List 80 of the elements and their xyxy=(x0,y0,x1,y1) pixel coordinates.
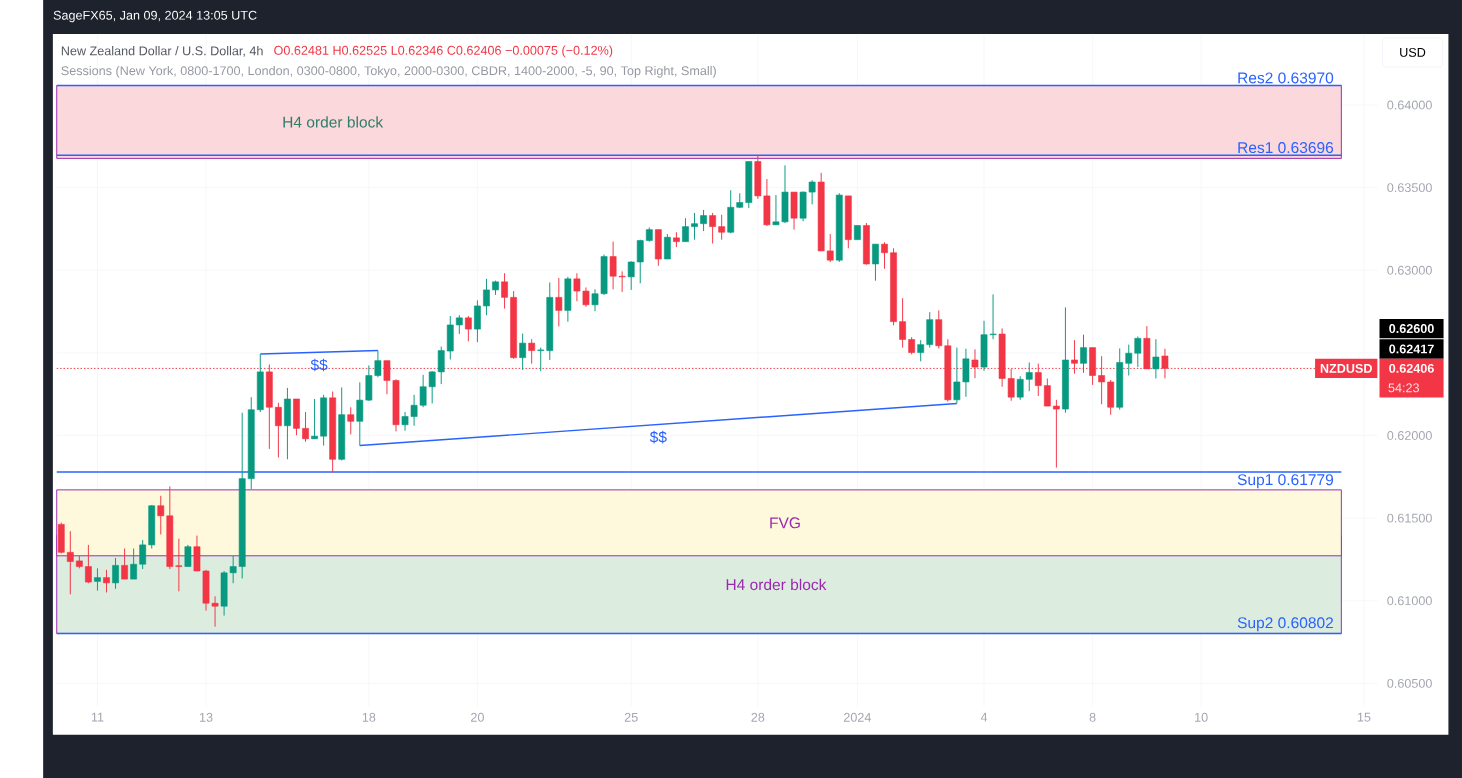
candlestick xyxy=(1043,377,1051,407)
candlestick xyxy=(311,398,318,440)
candlestick xyxy=(917,339,925,362)
candlestick xyxy=(627,260,635,291)
series-label: $$ xyxy=(310,358,328,372)
candlestick xyxy=(302,411,309,443)
candlestick xyxy=(528,338,536,364)
candlestick xyxy=(555,277,563,327)
x-tick-label: 13 xyxy=(199,712,213,722)
y-tick-label: 0.61500 xyxy=(1387,513,1432,523)
series-label: $$ xyxy=(649,430,667,444)
candlestick xyxy=(483,278,490,316)
candlestick xyxy=(121,547,128,580)
band-label: H4 order block xyxy=(283,116,384,128)
candlestick xyxy=(474,299,481,343)
candlestick xyxy=(103,569,110,593)
candlestick xyxy=(1025,361,1033,392)
x-tick-label: 18 xyxy=(362,712,376,722)
ref-line-label: Sup2 0.60802 xyxy=(1237,617,1333,632)
candlestick xyxy=(130,547,137,580)
candlestick xyxy=(1125,343,1133,376)
x-tick-label: 8 xyxy=(1089,712,1096,722)
candlestick xyxy=(66,530,74,595)
candlestick xyxy=(1016,375,1024,401)
candlestick xyxy=(347,406,355,435)
x-tick-label: 4 xyxy=(980,712,988,722)
band-label: FVG xyxy=(770,517,800,529)
candlestick xyxy=(501,272,508,309)
text: 54:23 xyxy=(1388,383,1419,393)
candlestick xyxy=(718,214,726,241)
candlestick xyxy=(682,217,689,242)
text: 0.62406 xyxy=(1389,363,1434,373)
text: New Zealand Dollar / U.S. Dollar, 4h xyxy=(61,45,263,57)
candlestick xyxy=(1080,334,1087,374)
x-tick-label: 15 xyxy=(1357,712,1371,722)
x-tick-label: 25 xyxy=(624,712,638,722)
y-tick-label: 0.62000 xyxy=(1387,430,1432,440)
text: 0.62600 xyxy=(1389,323,1434,333)
candlestick xyxy=(112,557,119,590)
x-tick-label: 11 xyxy=(91,712,104,722)
candlestick xyxy=(85,544,92,584)
candlestick xyxy=(184,544,192,567)
candlestick xyxy=(455,314,463,335)
ref-line-label: Res1 0.63696 xyxy=(1238,141,1334,153)
candlestick xyxy=(1134,335,1142,368)
candlestick xyxy=(881,241,888,270)
text: 0.62417 xyxy=(1389,344,1434,354)
text: O0.62481 H0.62525 L0.62346 C0.62406 −0.00075 (−0.12%) xyxy=(274,45,613,58)
text: USD xyxy=(1400,47,1426,57)
x-tick-label: 20 xyxy=(471,712,484,722)
ref-line-label: Res2 0.63970 xyxy=(1238,72,1334,84)
candlestick xyxy=(1053,399,1060,468)
ref-line-label: NZDUSD xyxy=(1320,363,1372,373)
ref-line-label: Sup1 0.61779 xyxy=(1237,474,1334,489)
x-tick-label: 10 xyxy=(1195,712,1208,722)
y-tick-label: 0.61000 xyxy=(1387,596,1432,606)
text: SageFX65, Jan 09, 2024 13:05 UTC xyxy=(53,10,257,23)
x-tick-label: 28 xyxy=(751,712,765,722)
candlestick xyxy=(519,332,527,371)
candlestick xyxy=(899,297,906,348)
candlestick xyxy=(664,233,671,260)
candlestick xyxy=(691,212,698,241)
candlestick xyxy=(636,239,644,284)
y-tick-label: 0.60500 xyxy=(1387,678,1432,688)
annotation: Sessions (New York, 0800-1700, London, 0300-0800, Tokyo, 2000-0300, CBDR, 1400-2000, -5, 90, Top Right, Small) xyxy=(61,65,716,78)
candlestick xyxy=(700,209,707,232)
candlestick xyxy=(1152,338,1160,379)
band-label: H4 order block xyxy=(726,578,827,591)
candlestick xyxy=(139,539,147,570)
candlestick xyxy=(826,233,834,263)
y-tick-label: 0.63000 xyxy=(1387,265,1432,275)
y-tick-label: 0.63500 xyxy=(1387,183,1432,192)
candlestick xyxy=(709,212,716,244)
candlestick xyxy=(537,346,545,372)
candlestick xyxy=(464,315,472,342)
candlestick xyxy=(275,402,282,458)
x-tick-label: 2024 xyxy=(843,712,872,722)
y-tick-label: 0.64000 xyxy=(1387,100,1432,110)
candlestick xyxy=(94,567,101,591)
candlestick xyxy=(872,243,879,281)
